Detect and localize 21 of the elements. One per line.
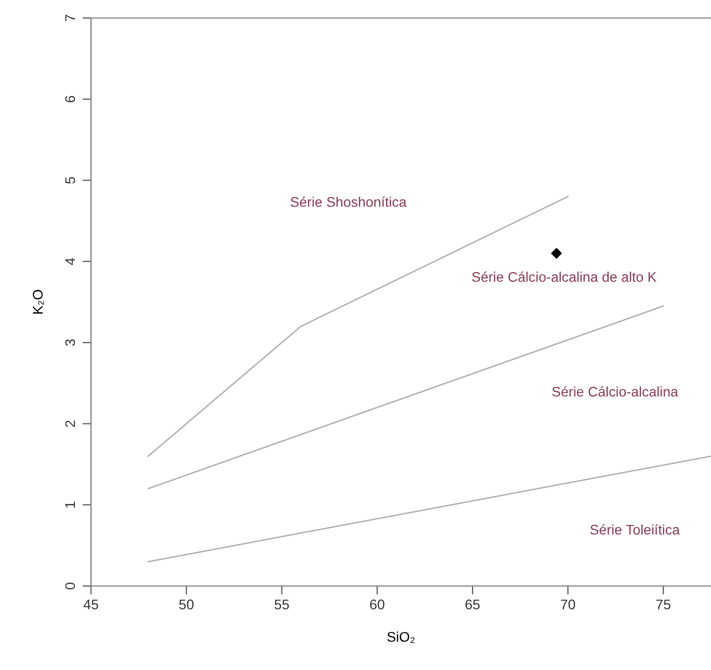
x-axis-title: SiO₂: [387, 632, 415, 643]
y-tick-label: 3: [65, 339, 76, 346]
annotation: Série Shoshonítica: [290, 196, 407, 207]
x-tick-label: 55: [274, 600, 289, 610]
x-tick-label: 75: [656, 600, 670, 610]
y-tick-label: 2: [65, 420, 75, 427]
annotation: Série Cálcio-alcalina: [552, 386, 678, 397]
y-tick-label: 5: [65, 177, 76, 184]
x-tick-label: 65: [466, 600, 480, 610]
y-tick-label: 0: [65, 582, 76, 590]
x-tick-label: 50: [179, 600, 194, 610]
y-tick-label: 4: [65, 258, 75, 265]
y-tick-label: 1: [65, 502, 75, 508]
x-tick-label: 45: [84, 600, 98, 610]
y-tick-label: 6: [65, 96, 76, 102]
y-axis-title: K₂O: [32, 290, 44, 314]
x-tick-label: 70: [560, 600, 576, 610]
annotation: Série Toleiítica: [590, 524, 680, 535]
annotation: Série Cálcio-alcalina de alto K: [472, 272, 657, 282]
y-tick-label: 7: [65, 14, 75, 22]
x-tick-label: 60: [370, 600, 384, 610]
